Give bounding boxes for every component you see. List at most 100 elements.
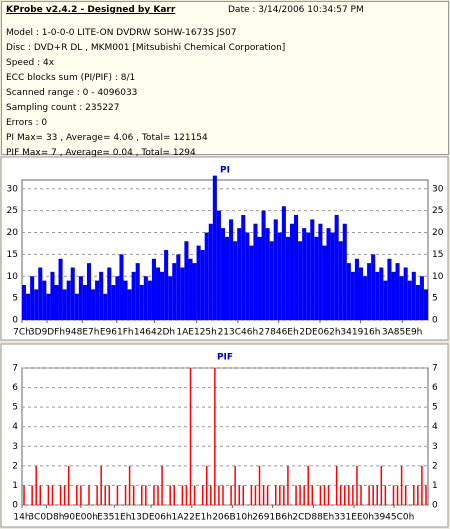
bar [310, 219, 315, 320]
bar [258, 465, 261, 505]
bar [124, 485, 127, 505]
bar [371, 254, 376, 320]
y-tick-label: 0 [432, 501, 438, 511]
x-tick-label: 3D9DFh [29, 328, 65, 338]
bar [379, 267, 384, 320]
bar [295, 485, 297, 505]
x-tick-label: 2CD88Eh [292, 513, 334, 523]
bar [96, 485, 98, 505]
bar [261, 210, 266, 320]
x-tick-label: 948E7h [65, 328, 99, 338]
info-line: Disc : DVD+R DL , MKM001 [Mitsubishi Che… [6, 43, 286, 53]
bar [212, 175, 217, 320]
bar [104, 485, 106, 505]
bar [141, 485, 143, 505]
bar [250, 485, 253, 505]
bar [342, 223, 347, 320]
bar [234, 465, 236, 505]
bar [222, 485, 224, 505]
bar [54, 285, 59, 320]
bar [350, 271, 355, 320]
y-tick-label: 2 [12, 461, 18, 471]
bar [181, 485, 184, 505]
bar [383, 280, 388, 320]
bar [99, 271, 104, 320]
x-tick-label: 27846Eh [259, 328, 299, 338]
y-tick-label: 20 [7, 228, 19, 238]
bar [253, 223, 258, 320]
bar [95, 280, 100, 320]
bar [35, 465, 37, 505]
bar [346, 263, 351, 320]
bar [380, 465, 383, 505]
y-tick-label: 5 [12, 294, 18, 304]
info-line: ECC blocks sum (PI/PIF) : 8/1 [6, 73, 136, 83]
bar [229, 219, 234, 320]
bar [233, 241, 238, 320]
bar [403, 267, 408, 320]
bar [289, 223, 295, 320]
bar [78, 276, 83, 320]
bar [287, 465, 289, 505]
x-tick-label: 3A85E9h [382, 328, 422, 338]
y-tick-label: 10 [432, 272, 444, 282]
x-tick-label: 331EE0h [334, 513, 374, 523]
bar [184, 241, 189, 320]
bar [314, 236, 319, 320]
bar [319, 485, 322, 505]
x-tick-label: 341916h [340, 328, 380, 338]
x-tick-label: 90E00h [64, 513, 98, 523]
y-tick-label: 15 [432, 250, 443, 260]
bar [269, 241, 274, 320]
bar [354, 258, 359, 320]
bar [277, 232, 282, 320]
bar [34, 289, 39, 320]
info-line: PIF Max= 7 , Average= 0.04 , Total= 1294 [6, 148, 196, 158]
bar [86, 263, 92, 320]
bar [411, 271, 416, 320]
bar [160, 271, 165, 320]
bar [220, 228, 225, 320]
bar [123, 280, 128, 320]
bar [339, 485, 342, 505]
bar [254, 485, 257, 505]
bar [225, 236, 230, 320]
bar [70, 267, 75, 320]
x-tick-label: 7Ch [13, 328, 31, 338]
bar [115, 276, 120, 320]
bar [189, 368, 192, 505]
y-tick-label: 5 [432, 403, 438, 413]
bar [22, 285, 27, 320]
bar [46, 293, 51, 320]
bar [330, 232, 335, 320]
bar [204, 232, 209, 320]
bar [376, 485, 378, 505]
bar [30, 276, 35, 320]
y-tick-label: 25 [7, 206, 18, 216]
bar [168, 276, 173, 320]
bar [283, 485, 285, 505]
app-title: KProbe v2.4.2 - Designed by Karr [6, 5, 176, 15]
bar [238, 485, 240, 505]
bar [66, 280, 71, 320]
info-line: Errors : 0 [6, 118, 48, 128]
x-tick-label: 2DE062h [299, 328, 340, 338]
bar [23, 485, 25, 505]
bar [372, 485, 374, 505]
bar [143, 276, 148, 320]
bar [413, 485, 415, 505]
bar [155, 267, 161, 320]
bar [63, 485, 66, 505]
bar [384, 485, 387, 505]
bar [344, 485, 346, 505]
bar [76, 485, 78, 505]
bar [421, 465, 423, 505]
info-panel: KProbe v2.4.2 - Designed by Karr Date : … [1, 1, 449, 158]
y-tick-label: 15 [7, 250, 18, 260]
y-tick-label: 4 [12, 422, 18, 432]
bar [279, 485, 281, 505]
bar [58, 258, 63, 320]
bar [39, 485, 42, 505]
bar [196, 245, 201, 320]
